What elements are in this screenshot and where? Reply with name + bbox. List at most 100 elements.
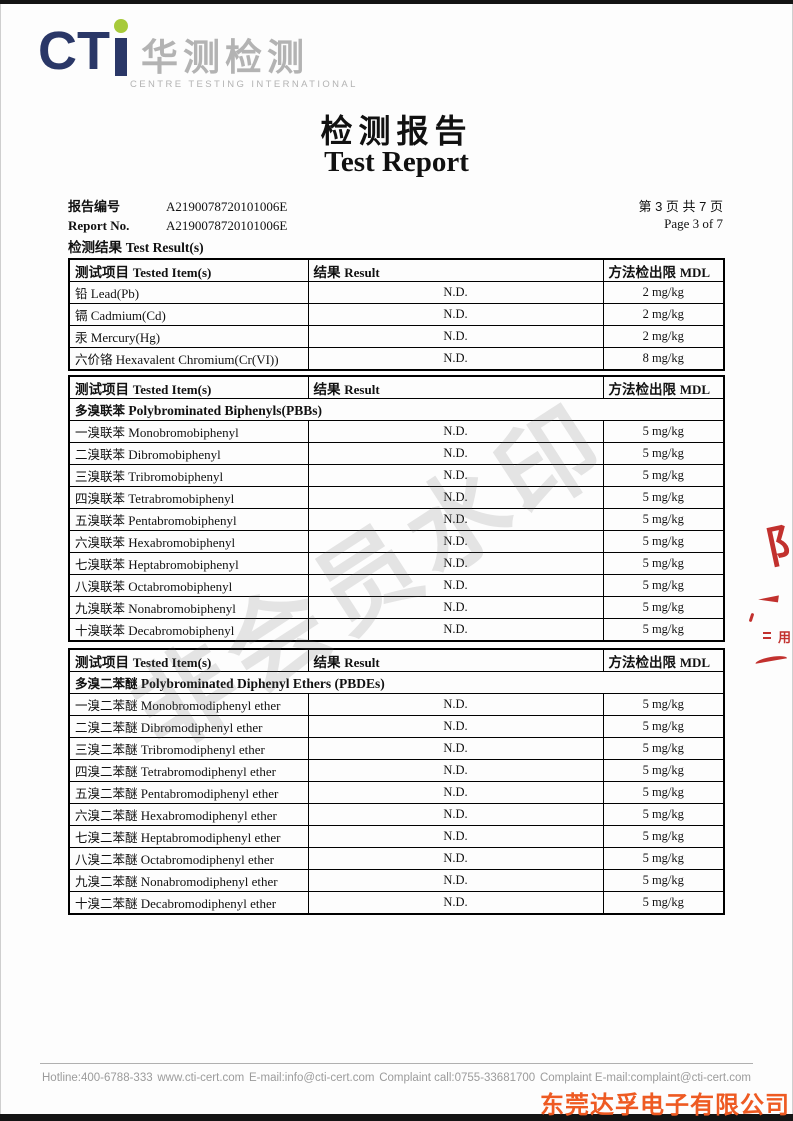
footer-email: E-mail:info@cti-cert.com xyxy=(249,1072,375,1084)
mdl-cell: 5 mg/kg xyxy=(602,618,725,642)
result-cell: N.D. xyxy=(307,486,604,509)
logo-subtitle: CENTRE TESTING INTERNATIONAL xyxy=(130,79,358,90)
logo-chinese-name: 华测检测 xyxy=(140,37,309,78)
item-cell: 六溴联苯 Hexabromobiphenyl xyxy=(68,530,309,553)
item-name-cn: 铅 xyxy=(75,287,88,301)
section-cell: 多溴二苯醚 Polybrominated Diphenyl Ethers (PB… xyxy=(68,671,725,694)
section-row: 多溴二苯醚 Polybrominated Diphenyl Ethers (PB… xyxy=(68,671,725,694)
mdl-cell: 5 mg/kg xyxy=(602,464,725,487)
result-cell: N.D. xyxy=(307,552,604,575)
item-name-cn: 十溴二苯醚 xyxy=(75,897,138,911)
item-cell: 九溴二苯醚 Nonabromodiphenyl ether xyxy=(68,869,309,892)
table-row: 三溴二苯醚 Tribromodiphenyl ether N.D. 5 mg/kg xyxy=(68,737,725,760)
item-cell: 四溴联苯 Tetrabromobiphenyl xyxy=(68,486,309,509)
footer-divider xyxy=(40,1063,753,1064)
seal-partial-text: 用 xyxy=(777,630,791,645)
mdl-cell: 2 mg/kg xyxy=(602,281,725,304)
item-name-en: Dibromobiphenyl xyxy=(125,447,221,462)
item-name-cn: 七溴二苯醚 xyxy=(75,831,138,845)
table-header-row: 测试项目 Tested Item(s) 结果 Result 方法检出限 MDL xyxy=(68,375,725,399)
item-cell: 八溴联苯 Octabromobiphenyl xyxy=(68,574,309,597)
result-cell: N.D. xyxy=(307,347,604,371)
footer-hotline: Hotline:400-6788-333 xyxy=(42,1072,153,1084)
result-cell: N.D. xyxy=(307,442,604,465)
mdl-cell: 5 mg/kg xyxy=(602,759,725,782)
header-result: 结果 Result xyxy=(307,648,604,672)
result-cell: N.D. xyxy=(307,303,604,326)
item-name-en: Pentabromodiphenyl ether xyxy=(137,786,279,801)
item-name-en: Monobromobiphenyl xyxy=(125,425,239,440)
seal-partial-char: 阝 xyxy=(761,516,793,574)
item-cell: 八溴二苯醚 Octabromodiphenyl ether xyxy=(68,847,309,870)
table-row: 八溴联苯 Octabromobiphenyl N.D. 5 mg/kg xyxy=(68,574,725,597)
item-name-cn: 二溴联苯 xyxy=(75,448,126,462)
table-row: 六溴联苯 Hexabromobiphenyl N.D. 5 mg/kg xyxy=(68,530,725,553)
result-cell: N.D. xyxy=(307,891,604,915)
table-row: 九溴联苯 Nonabromobiphenyl N.D. 5 mg/kg xyxy=(68,596,725,619)
item-name-en: Tribromodiphenyl ether xyxy=(137,742,265,757)
item-name-en: Octabromodiphenyl ether xyxy=(137,852,274,867)
item-name-cn: 三溴联苯 xyxy=(75,470,126,484)
table-row: 镉 Cadmium(Cd) N.D. 2 mg/kg xyxy=(68,303,725,326)
company-name-overlay: 东莞达孚电子有限公司 xyxy=(540,1092,790,1119)
header-item: 测试项目 Tested Item(s) xyxy=(68,258,309,282)
item-name-cn: 九溴联苯 xyxy=(75,602,126,616)
table-row: 五溴联苯 Pentabromobiphenyl N.D. 5 mg/kg xyxy=(68,508,725,531)
mdl-cell: 5 mg/kg xyxy=(602,596,725,619)
table-header-row: 测试项目 Tested Item(s) 结果 Result 方法检出限 MDL xyxy=(68,648,725,672)
mdl-cell: 5 mg/kg xyxy=(602,869,725,892)
section-label-en: Polybrominated Biphenyls(PBBs) xyxy=(125,403,323,418)
table-row: 八溴二苯醚 Octabromodiphenyl ether N.D. 5 mg/kg xyxy=(68,847,725,870)
test-results-heading: 检测结果 Test Result(s) xyxy=(68,236,204,256)
item-name-en: Decabromodiphenyl ether xyxy=(137,896,277,911)
item-cell: 三溴二苯醚 Tribromodiphenyl ether xyxy=(68,737,309,760)
item-cell: 一溴二苯醚 Monobromodiphenyl ether xyxy=(68,693,309,716)
item-name-en: Lead(Pb) xyxy=(87,286,140,301)
result-cell: N.D. xyxy=(307,420,604,443)
table-row: 七溴二苯醚 Heptabromodiphenyl ether N.D. 5 mg/k… xyxy=(68,825,725,848)
header-result: 结果 Result xyxy=(307,258,604,282)
report-title-en: Test Report xyxy=(324,146,469,178)
item-name-cn: 汞 xyxy=(75,331,88,345)
item-cell: 五溴二苯醚 Pentabromodiphenyl ether xyxy=(68,781,309,804)
result-cell: N.D. xyxy=(307,715,604,738)
item-cell: 一溴联苯 Monobromobiphenyl xyxy=(68,420,309,443)
item-name-en: Heptabromodiphenyl ether xyxy=(137,830,281,845)
item-name-cn: 二溴二苯醚 xyxy=(75,721,138,735)
table-row: 十溴联苯 Decabromobiphenyl N.D. 5 mg/kg xyxy=(68,618,725,642)
table-row: 六价铬 Hexavalent Chromium(Cr(VI)) N.D. 8 mg/… xyxy=(68,347,725,371)
mdl-cell: 2 mg/kg xyxy=(602,325,725,348)
item-name-en: Tetrabromobiphenyl xyxy=(125,491,235,506)
item-cell: 二溴二苯醚 Dibromodiphenyl ether xyxy=(68,715,309,738)
table-row: 一溴二苯醚 Monobromodiphenyl ether N.D. 5 mg/kg xyxy=(68,693,725,716)
red-seal-fragment: 阝 用 xyxy=(741,505,793,675)
result-cell: N.D. xyxy=(307,325,604,348)
seal-tick-mark xyxy=(748,612,755,623)
item-name-cn: 九溴二苯醚 xyxy=(75,875,138,889)
mdl-cell: 5 mg/kg xyxy=(602,803,725,826)
item-name-cn: 六溴二苯醚 xyxy=(75,809,138,823)
item-cell: 三溴联苯 Tribromobiphenyl xyxy=(68,464,309,487)
item-cell: 十溴联苯 Decabromobiphenyl xyxy=(68,618,309,642)
cti-logo-green-dot-icon xyxy=(113,19,128,33)
item-name-en: Tetrabromodiphenyl ether xyxy=(137,764,276,779)
item-name-en: Decabromobiphenyl xyxy=(125,623,235,638)
item-name-cn: 五溴二苯醚 xyxy=(75,787,138,801)
item-name-en: Monobromodiphenyl ether xyxy=(137,698,281,713)
item-name-en: Octabromobiphenyl xyxy=(125,579,233,594)
table-row: 四溴二苯醚 Tetrabromodiphenyl ether N.D. 5 mg/k… xyxy=(68,759,725,782)
item-cell: 铅 Lead(Pb) xyxy=(68,281,309,304)
table-row: 二溴联苯 Dibromobiphenyl N.D. 5 mg/kg xyxy=(68,442,725,465)
report-no-value-1: A2190078720101006E xyxy=(166,199,288,214)
item-name-cn: 十溴联苯 xyxy=(75,624,126,638)
item-name-cn: 八溴联苯 xyxy=(75,580,126,594)
header-mdl: 方法检出限 MDL xyxy=(602,648,725,672)
report-title-cn: 检测报告 xyxy=(320,113,473,149)
item-name-en: Heptabromobiphenyl xyxy=(125,557,239,572)
item-name-en: Mercury(Hg) xyxy=(87,330,161,345)
table-header-row: 测试项目 Tested Item(s) 结果 Result 方法检出限 MDL xyxy=(68,258,725,282)
mdl-cell: 5 mg/kg xyxy=(602,530,725,553)
table-row: 汞 Mercury(Hg) N.D. 2 mg/kg xyxy=(68,325,725,348)
seal-curve-mark xyxy=(754,654,788,664)
